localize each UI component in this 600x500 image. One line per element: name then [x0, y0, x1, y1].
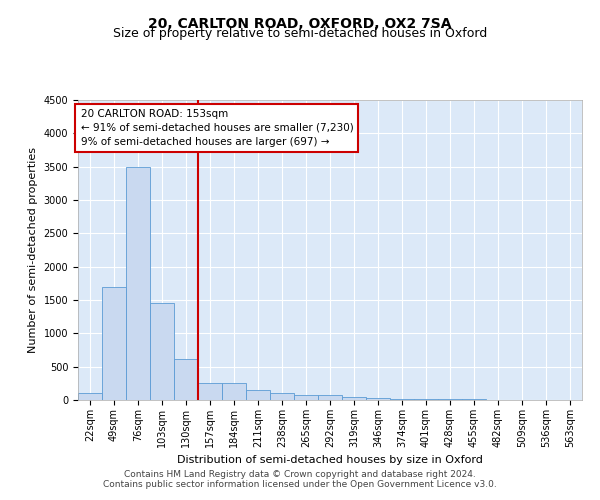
Bar — [270, 394, 294, 400]
Bar — [222, 384, 246, 400]
Bar — [246, 390, 270, 400]
Bar — [342, 396, 366, 400]
Text: Contains public sector information licensed under the Open Government Licence v3: Contains public sector information licen… — [103, 480, 497, 489]
Bar — [318, 395, 342, 400]
Y-axis label: Number of semi-detached properties: Number of semi-detached properties — [28, 147, 38, 353]
Bar — [150, 304, 174, 400]
Bar — [198, 384, 222, 400]
Bar — [390, 398, 414, 400]
Bar — [294, 395, 318, 400]
Bar — [126, 166, 150, 400]
Text: 20, CARLTON ROAD, OXFORD, OX2 7SA: 20, CARLTON ROAD, OXFORD, OX2 7SA — [148, 18, 452, 32]
Bar — [174, 358, 198, 400]
Text: 20 CARLTON ROAD: 153sqm
← 91% of semi-detached houses are smaller (7,230)
9% of : 20 CARLTON ROAD: 153sqm ← 91% of semi-de… — [80, 109, 353, 147]
X-axis label: Distribution of semi-detached houses by size in Oxford: Distribution of semi-detached houses by … — [177, 456, 483, 466]
Bar — [102, 286, 126, 400]
Bar — [366, 398, 390, 400]
Bar — [78, 394, 102, 400]
Text: Size of property relative to semi-detached houses in Oxford: Size of property relative to semi-detach… — [113, 28, 487, 40]
Text: Contains HM Land Registry data © Crown copyright and database right 2024.: Contains HM Land Registry data © Crown c… — [124, 470, 476, 479]
Bar — [414, 399, 438, 400]
